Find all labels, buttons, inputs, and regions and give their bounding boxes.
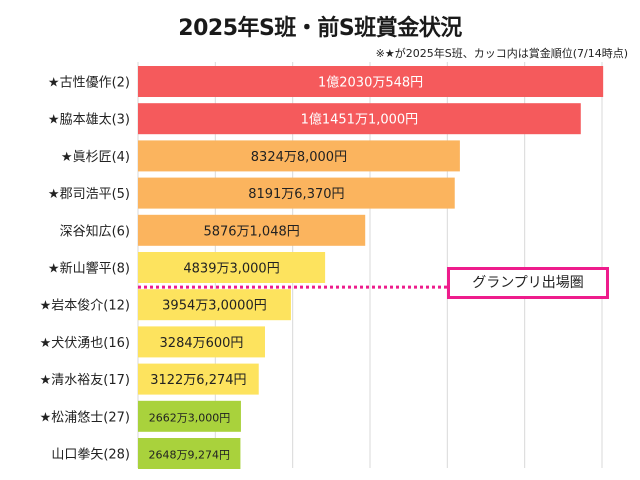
- bar-5: [138, 252, 326, 283]
- bar-6: [138, 289, 291, 321]
- category-label-4: 深谷知広(6): [60, 223, 130, 239]
- category-label-3: ★郡司浩平(5): [48, 187, 130, 202]
- threshold-legend: グランプリ出場圏: [447, 267, 609, 299]
- value-label-4: 5876万1,048円: [203, 224, 299, 239]
- bar-7: [138, 326, 265, 358]
- category-label-5: ★新山響平(8): [48, 261, 130, 277]
- category-label-1: ★脇本雄太(3): [48, 113, 130, 128]
- chart-note: ※★が2025年S班、カッコ内は賞金順位(7/14時点): [375, 47, 628, 60]
- value-label-9: 2662万3,000円: [149, 411, 231, 424]
- value-label-3: 8191万6,370円: [248, 187, 344, 202]
- category-label-8: ★清水裕友(17): [40, 372, 130, 388]
- value-label-0: 1億2030万548円: [318, 75, 423, 91]
- category-label-9: ★松浦悠士(27): [40, 410, 130, 425]
- bar-8: [138, 363, 259, 395]
- value-label-8: 3122万6,274円: [150, 373, 246, 388]
- category-label-6: ★岩本俊介(12): [40, 299, 130, 314]
- chart-title: 2025年S班・前S班賞金状況: [178, 16, 462, 41]
- bar-3: [138, 177, 455, 209]
- threshold-label: グランプリ出場圏: [472, 275, 584, 291]
- bar-0: [138, 66, 604, 97]
- value-label-5: 4839万3,000円: [183, 262, 279, 277]
- value-label-1: 1億1451万1,000円: [301, 112, 419, 128]
- category-label-10: 山口拳矢(28): [51, 447, 130, 463]
- bar-10: [138, 438, 241, 469]
- bar-1: [138, 103, 581, 135]
- bar-4: [138, 214, 366, 246]
- value-label-2: 8324万8,000円: [251, 150, 347, 165]
- category-label-7: ★犬伏湧也(16): [40, 335, 130, 351]
- category-label-2: ★眞杉匠(4): [61, 150, 130, 165]
- bar-9: [138, 400, 241, 432]
- value-label-6: 3954万3,0000円: [162, 299, 267, 314]
- value-label-7: 3284万600円: [160, 336, 244, 351]
- category-label-0: ★古性優作(2): [48, 76, 130, 91]
- bar-2: [138, 140, 460, 172]
- value-label-10: 2648万9,274円: [148, 449, 230, 462]
